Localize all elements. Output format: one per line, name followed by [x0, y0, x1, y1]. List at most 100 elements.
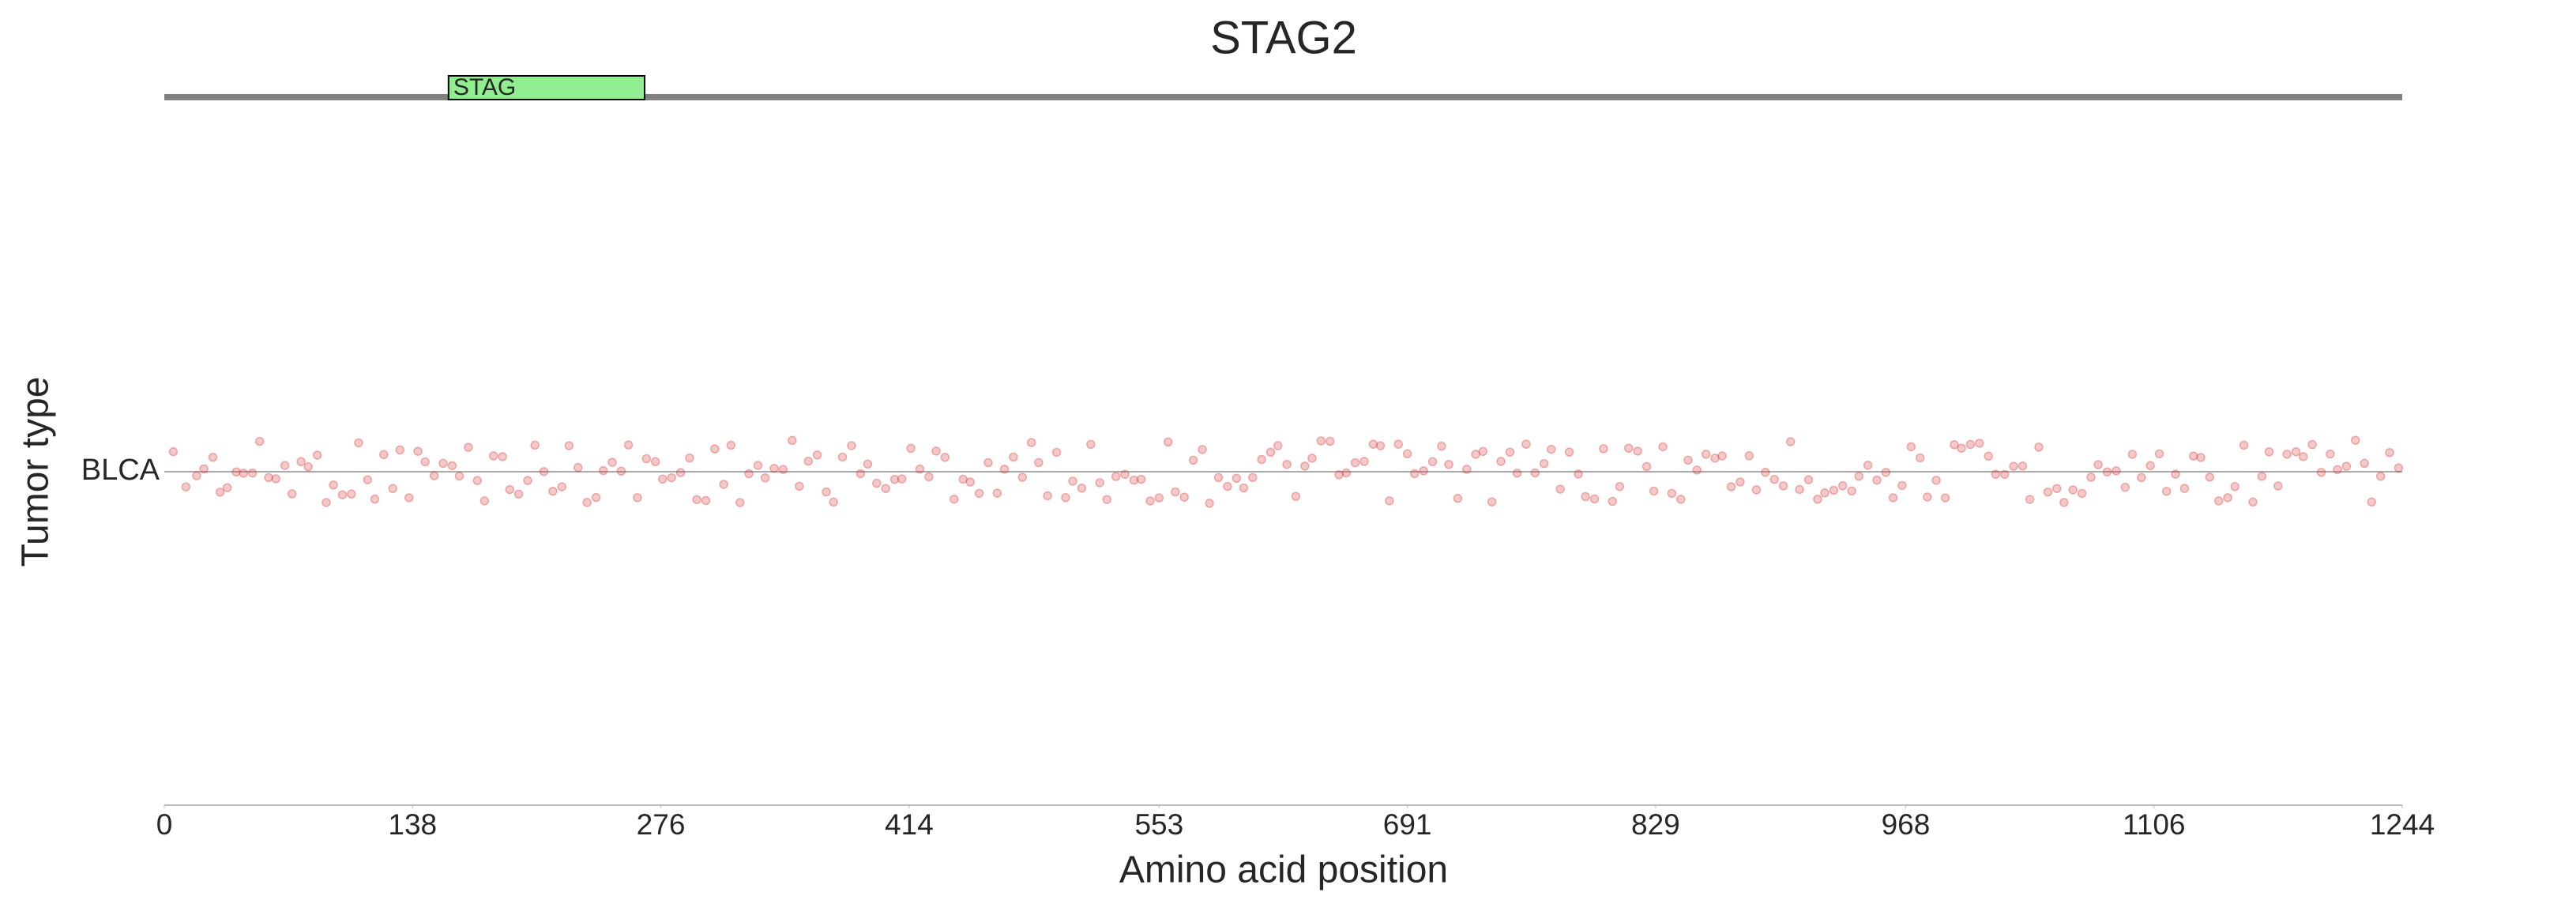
mutation-point — [438, 458, 448, 469]
mutation-point — [404, 493, 414, 503]
mutation-point — [454, 471, 464, 481]
mutation-point — [1478, 446, 1488, 457]
mutation-point — [999, 464, 1010, 474]
mutation-point — [931, 446, 941, 456]
mutation-point — [208, 453, 218, 462]
mutation-point — [1213, 473, 1224, 483]
mutation-point — [2154, 449, 2164, 459]
mutation-point — [1923, 492, 1932, 502]
mutation-point — [889, 474, 900, 484]
mutation-point — [1838, 481, 1848, 491]
mutation-point — [1888, 493, 1898, 503]
mutation-point — [1034, 458, 1044, 468]
mutation-point — [940, 453, 950, 462]
mutation-point — [1198, 445, 1207, 454]
mutation-point — [924, 472, 934, 482]
mutation-point — [1334, 470, 1344, 480]
mutation-point — [2196, 453, 2206, 462]
mutation-point — [658, 474, 668, 484]
mutation-point — [1863, 460, 1873, 470]
mutation-point — [548, 486, 558, 496]
mutation-point — [1471, 450, 1480, 459]
x-tick-label: 1244 — [2370, 808, 2435, 841]
mutation-point — [199, 464, 209, 474]
mutation-point — [1086, 439, 1096, 450]
mutation-point — [505, 484, 514, 495]
mutation-point — [1051, 447, 1062, 458]
mutation-point — [1999, 469, 2010, 480]
mutation-point — [2052, 484, 2062, 493]
mutation-point — [1248, 473, 1258, 483]
mutation-point — [1487, 497, 1497, 506]
mutation-point — [1164, 437, 1173, 447]
mutation-point — [1795, 484, 1804, 495]
mutation-point — [530, 440, 540, 450]
mutation-point — [2068, 485, 2078, 495]
mutation-point — [1368, 439, 1378, 449]
mutation-point — [1829, 485, 1839, 495]
mutation-point — [1409, 469, 1420, 479]
mutation-point — [2137, 473, 2146, 483]
mutation-point — [701, 495, 711, 506]
mutation-point — [1223, 481, 1232, 491]
mutation-point — [1102, 495, 1112, 504]
mutation-point — [1769, 475, 1779, 484]
mutation-point — [915, 464, 925, 474]
x-tick-label: 0 — [156, 808, 173, 841]
mutation-point — [650, 457, 660, 467]
chart-title: STAG2 — [1210, 12, 1357, 63]
mutation-point — [1658, 442, 1668, 452]
mutation-point — [464, 442, 473, 452]
mutation-point — [1232, 473, 1242, 484]
mutation-point — [513, 489, 524, 499]
mutation-point — [881, 484, 890, 493]
mutation-point — [735, 498, 745, 507]
x-tick-label: 138 — [388, 808, 437, 841]
mutation-point — [2179, 484, 2190, 493]
y-axis-label: Tumor type — [15, 377, 57, 567]
mutation-point — [1623, 443, 1634, 453]
mutation-point — [906, 443, 916, 454]
mutation-point — [2375, 472, 2386, 481]
mutation-point — [1872, 475, 1882, 485]
mutation-point — [1897, 480, 1907, 491]
mutation-point — [2282, 450, 2292, 459]
mutation-point — [1385, 496, 1394, 506]
mutation-point — [623, 440, 634, 450]
mutation-point — [1717, 451, 1727, 461]
mutation-point — [1375, 441, 1386, 450]
mutation-point — [2291, 446, 2301, 457]
mutation-point — [254, 436, 265, 446]
mutation-point — [958, 474, 968, 484]
mutation-point — [2034, 442, 2044, 452]
mutation-point — [1026, 438, 1036, 447]
mutation-point — [539, 467, 549, 476]
mutation-point — [1803, 475, 1814, 484]
mutation-point — [1129, 475, 1139, 485]
mutation-point — [222, 483, 232, 492]
mutation-point — [1649, 486, 1659, 496]
mutation-point — [965, 477, 975, 487]
mutation-point — [523, 476, 532, 485]
mutation-point — [667, 473, 676, 483]
mutation-point — [388, 484, 397, 494]
mutation-point — [1931, 476, 1941, 485]
mutation-point — [2120, 482, 2130, 492]
mutation-point — [1726, 482, 1736, 491]
mutation-point — [2298, 452, 2308, 461]
mutation-point — [363, 475, 373, 484]
mutation-point — [2230, 482, 2239, 491]
mutation-point — [2025, 495, 2035, 504]
mutation-point — [1633, 446, 1642, 456]
mutation-point — [803, 456, 814, 466]
mutation-point — [2351, 435, 2360, 445]
mutation-point — [1257, 454, 1266, 465]
mutation-point — [2077, 488, 2087, 499]
mutation-point — [2059, 498, 2069, 507]
mutation-point — [168, 446, 179, 457]
mutation-point — [2307, 439, 2317, 450]
mutation-point — [1205, 499, 1214, 508]
mutation-point — [1462, 465, 1472, 474]
mutation-point — [1341, 468, 1351, 478]
mutation-point — [1300, 461, 1310, 471]
